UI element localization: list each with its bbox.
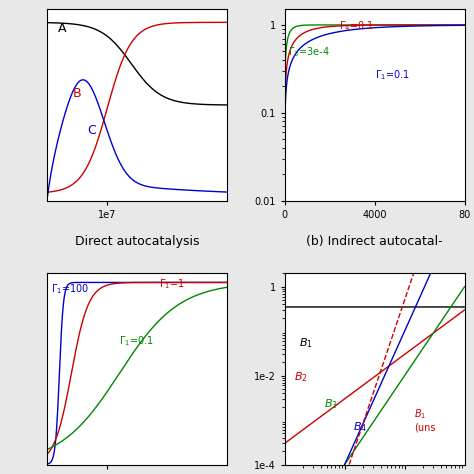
Text: A: A [58, 22, 67, 36]
Text: $\Gamma_1$=100: $\Gamma_1$=100 [51, 283, 89, 296]
Text: $\Gamma_1$=0.1: $\Gamma_1$=0.1 [119, 334, 154, 348]
Text: (b) Indirect autocatal-: (b) Indirect autocatal- [306, 235, 443, 248]
Text: $\Gamma_3$=3e-4: $\Gamma_3$=3e-4 [288, 46, 330, 59]
Text: $B_3$: $B_3$ [324, 397, 338, 411]
Text: $\Gamma_1$=0.1: $\Gamma_1$=0.1 [374, 68, 410, 82]
Text: $\Gamma_1$=1: $\Gamma_1$=1 [159, 277, 184, 291]
Text: Direct autocatalysis: Direct autocatalysis [75, 235, 200, 248]
Text: $\Gamma_4$=0.1: $\Gamma_4$=0.1 [338, 19, 374, 33]
Text: $B_4$: $B_4$ [353, 420, 367, 434]
Text: C: C [87, 124, 96, 137]
Text: $B_1$
(uns: $B_1$ (uns [414, 407, 436, 432]
Text: B: B [73, 87, 81, 100]
Text: $B_2$: $B_2$ [294, 370, 308, 384]
Text: $B_1$: $B_1$ [299, 336, 313, 350]
